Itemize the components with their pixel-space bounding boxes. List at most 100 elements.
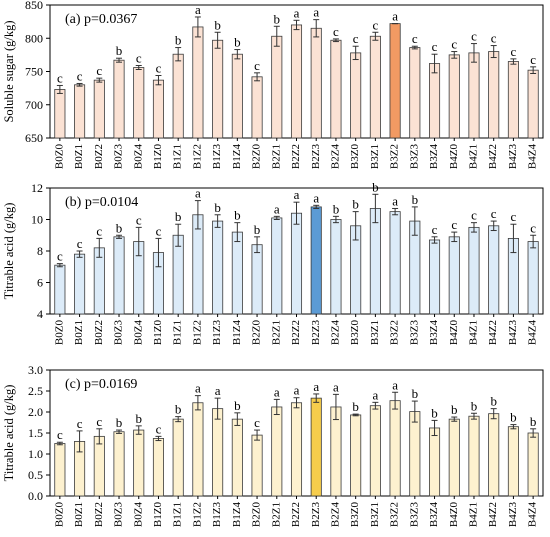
significance-letter: c	[136, 51, 142, 66]
y-tick-label: 10	[31, 213, 43, 227]
bar	[468, 415, 480, 497]
bar	[271, 217, 283, 315]
significance-letter: c	[156, 223, 162, 238]
bar	[231, 418, 243, 497]
bar	[389, 23, 401, 139]
significance-letter: c	[471, 29, 477, 44]
x-tick-label: B1Z4	[231, 320, 243, 346]
x-tick-label: B3Z2	[389, 320, 401, 345]
significance-letter: c	[412, 31, 418, 46]
x-tick-label: B2Z1	[270, 502, 282, 527]
significance-letter: b	[116, 415, 123, 430]
significance-letter: b	[352, 399, 359, 414]
significance-letter: c	[491, 31, 497, 46]
bar	[231, 231, 243, 315]
x-tick-label: B4Z4	[527, 144, 539, 170]
x-tick-label: B2Z1	[270, 320, 282, 345]
bar	[133, 67, 145, 139]
x-tick-label: B3Z0	[349, 144, 361, 170]
x-tick-label: B0Z3	[113, 144, 125, 170]
significance-letter: a	[274, 201, 280, 216]
significance-letter: c	[471, 208, 477, 223]
y-tick-label: 650	[25, 131, 43, 145]
x-tick-label: B4Z1	[468, 320, 480, 345]
x-tick-label: B0Z3	[113, 320, 125, 346]
x-tick-label: B2Z2	[290, 502, 302, 527]
x-tick-label: B4Z2	[487, 502, 499, 527]
x-tick-label: B4Z4	[527, 320, 539, 346]
significance-letter: a	[294, 383, 300, 398]
significance-letter: c	[57, 249, 63, 264]
x-tick-label: B0Z2	[93, 502, 105, 527]
bar	[369, 35, 381, 139]
significance-letter: b	[234, 398, 241, 413]
bar	[152, 79, 164, 139]
significance-letter: c	[77, 416, 83, 431]
significance-letter: b	[490, 394, 497, 409]
bar	[527, 241, 539, 315]
significance-letter: b	[412, 386, 419, 401]
x-tick-label: B4Z2	[487, 144, 499, 169]
x-tick-label: B0Z0	[53, 144, 65, 170]
bar	[488, 225, 500, 315]
y-axis-label: Soluble sugar (g/kg)	[2, 20, 16, 122]
panel-b: 4 6 8 10 12 Titrable acid (g/kg) (b) p=0.0104 c…	[2, 179, 544, 346]
x-tick-label: B0Z1	[73, 502, 85, 527]
bar	[113, 236, 125, 315]
panel-label: (b) p=0.0104	[65, 195, 138, 210]
significance-letter: a	[294, 5, 300, 20]
x-tick-label: B1Z0	[152, 320, 164, 346]
bar	[133, 429, 145, 497]
significance-letter: b	[175, 33, 182, 48]
x-tick-label: B3Z0	[349, 320, 361, 346]
bar	[527, 432, 539, 497]
x-tick-label: B2Z2	[290, 320, 302, 345]
bar	[448, 418, 460, 497]
y-tick-label: 0.5	[28, 468, 43, 482]
significance-letter: a	[294, 187, 300, 202]
significance-letter: a	[372, 387, 378, 402]
x-tick-label: B1Z2	[191, 320, 203, 345]
bar	[54, 443, 66, 497]
significance-letter: c	[530, 52, 536, 67]
x-tick-label: B0Z1	[73, 144, 85, 169]
significance-letter: c	[511, 44, 517, 59]
significance-letter: a	[215, 383, 221, 398]
bar	[409, 47, 421, 139]
y-tick-label: 1.0	[28, 447, 43, 461]
significance-letter: b	[333, 201, 340, 216]
bar	[231, 53, 243, 139]
x-tick-label: B1Z3	[211, 144, 223, 170]
significance-letter: b	[274, 11, 281, 26]
significance-letter: b	[530, 414, 537, 429]
panel-a: 650 700 750 800 850 Soluble sugar (g/kg) (a) p…	[2, 0, 544, 170]
panel-label: (a) p=0.0367	[65, 12, 137, 27]
bar	[54, 264, 66, 315]
significance-letter: b	[431, 405, 438, 420]
bar	[448, 54, 460, 139]
panel-c: 0.0 0.5 1.0 1.5 2.0 2.5 3.0 Titrable acid (g/kg…	[2, 363, 544, 528]
bar	[310, 397, 322, 497]
y-tick-label: 2.5	[28, 384, 43, 398]
x-tick-label: B0Z4	[132, 320, 144, 346]
significance-letter: c	[57, 427, 63, 442]
bar	[93, 435, 105, 497]
significance-letter: a	[313, 5, 319, 20]
bar	[251, 76, 263, 139]
x-tick-label: B1Z4	[231, 502, 243, 528]
bar	[172, 418, 184, 497]
x-tick-label: B1Z0	[152, 144, 164, 170]
y-tick-label: 750	[25, 65, 43, 79]
x-tick-label: B0Z2	[93, 320, 105, 345]
significance-letter: b	[254, 222, 261, 237]
bar	[488, 51, 500, 139]
significance-letter: c	[511, 209, 517, 224]
y-tick-label: 4	[37, 307, 43, 321]
x-tick-label: B3Z1	[369, 502, 381, 527]
significance-letter: c	[432, 222, 438, 237]
bar	[212, 39, 224, 139]
significance-letter: c	[451, 37, 457, 52]
x-tick-label: B4Z1	[468, 144, 480, 169]
x-tick-label: B0Z4	[132, 144, 144, 170]
bar	[290, 212, 303, 315]
